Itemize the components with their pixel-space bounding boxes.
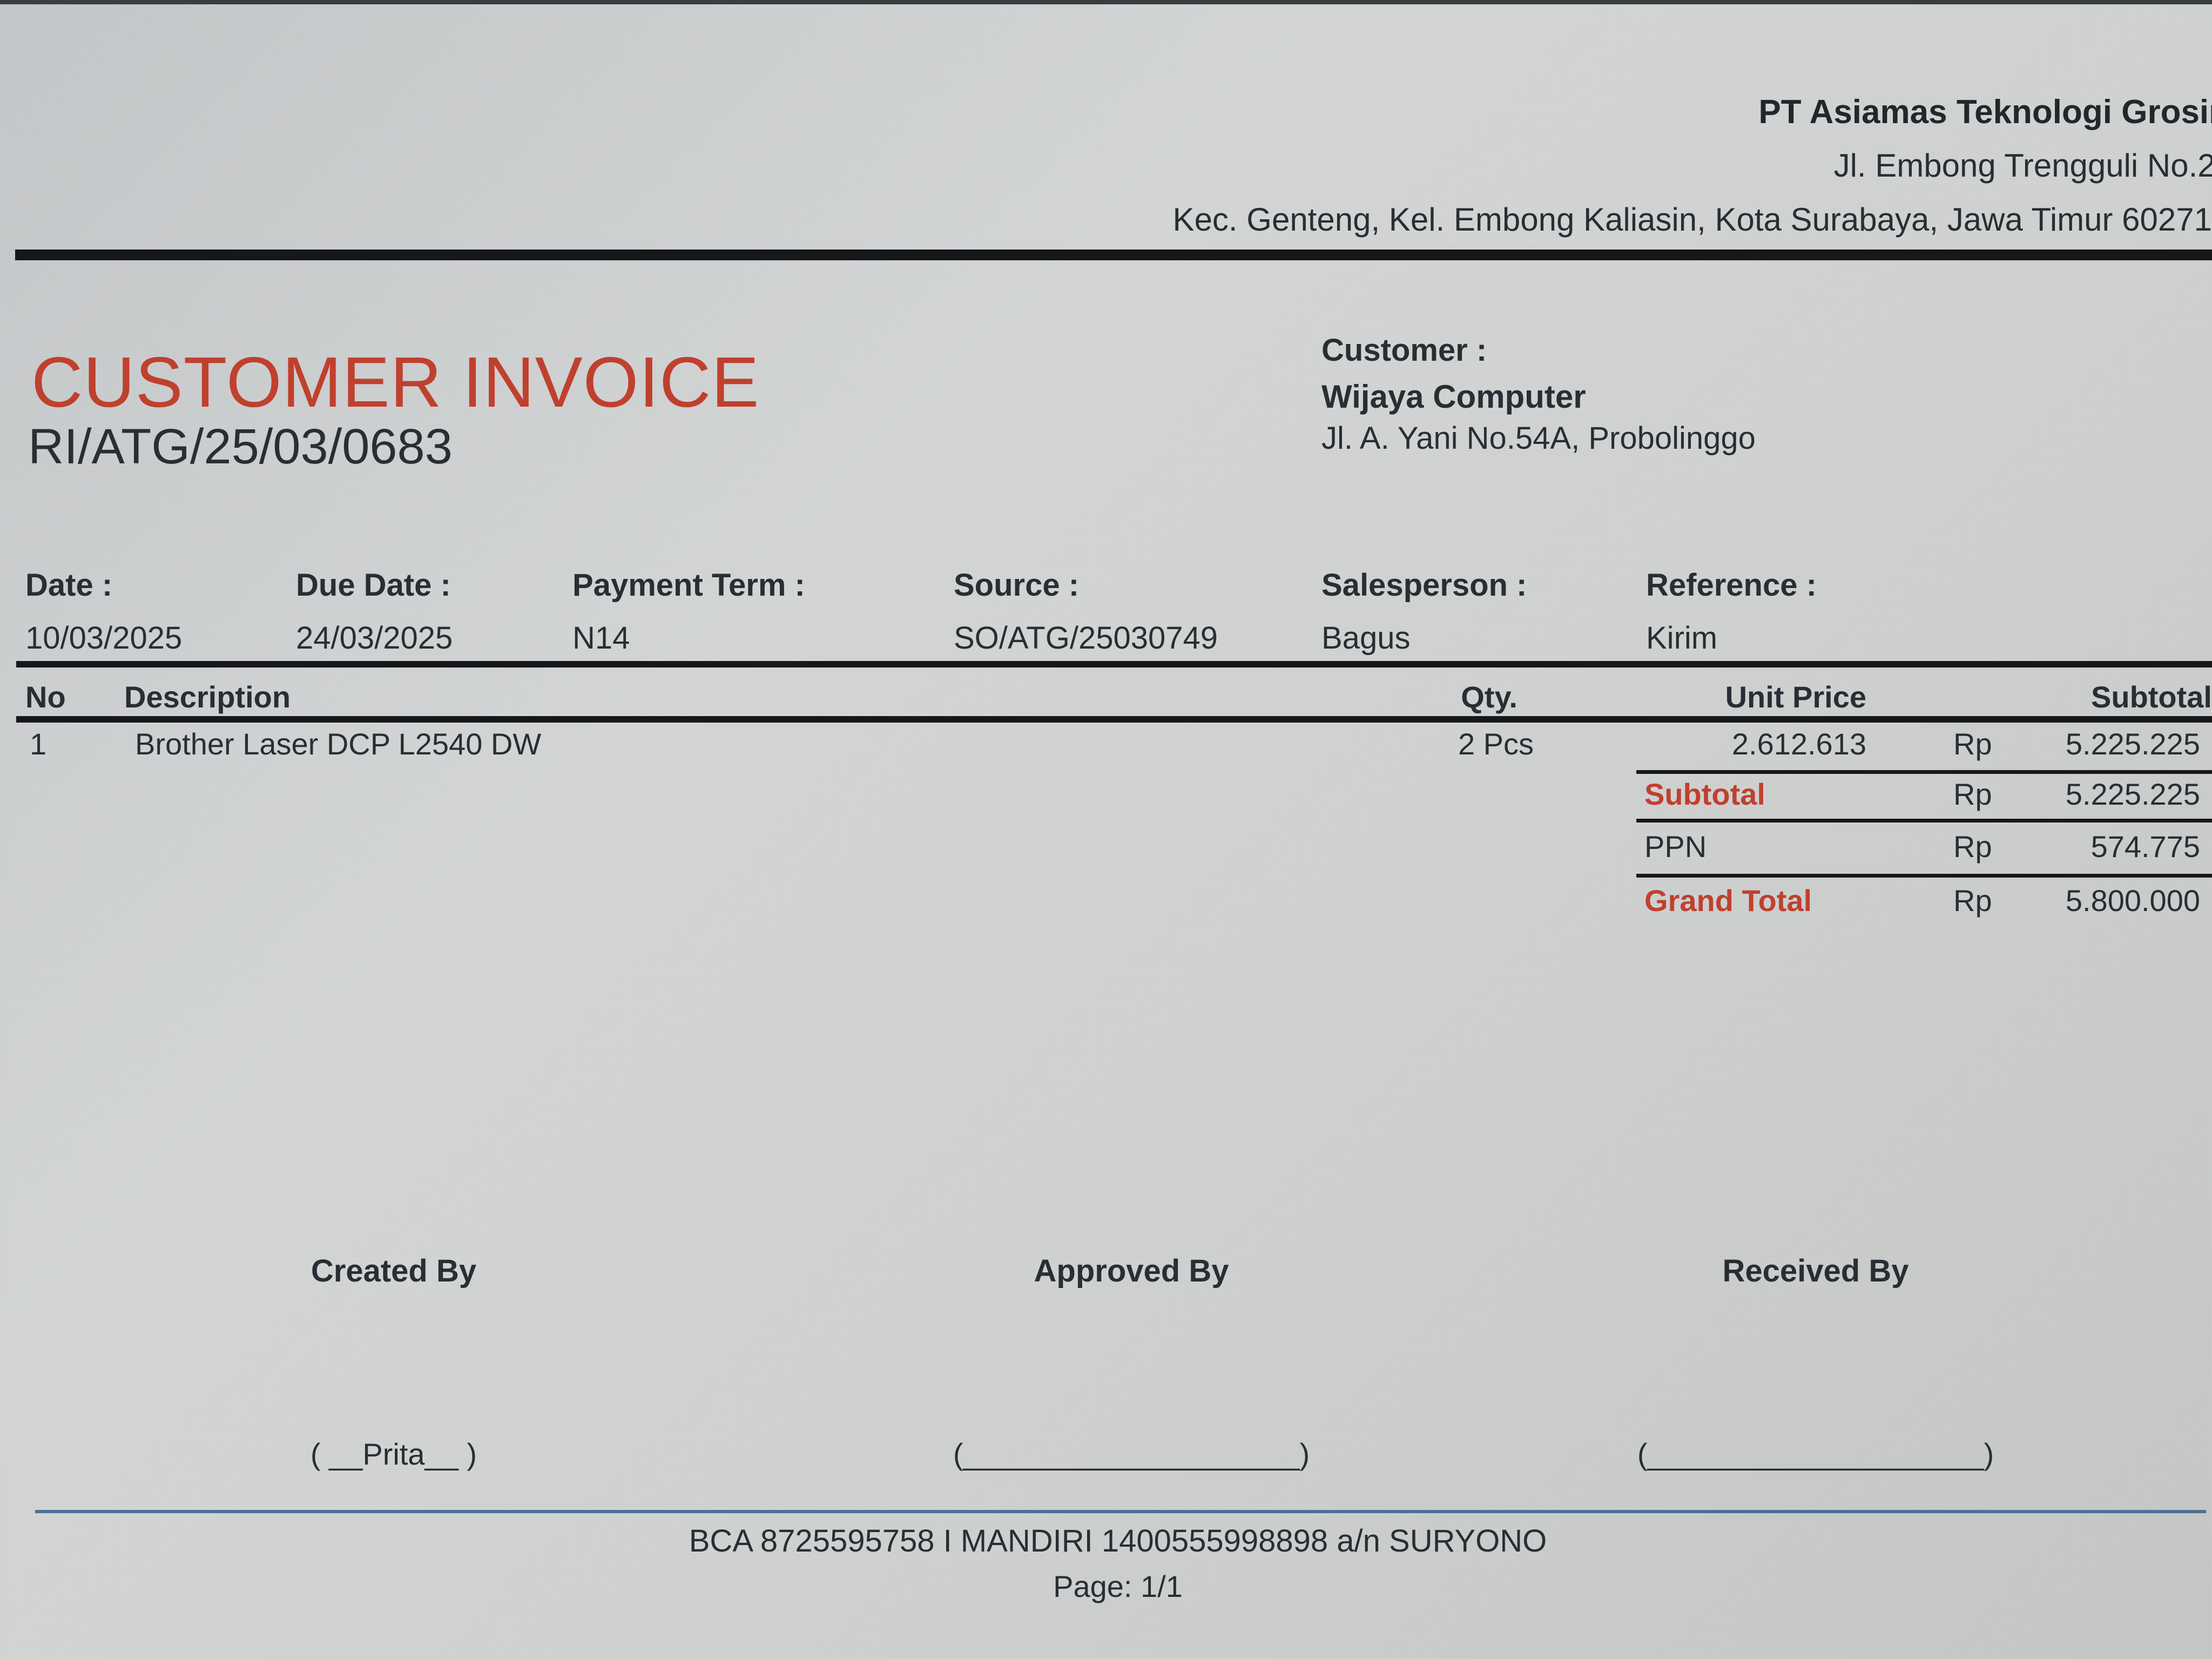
salesperson-label: Salesperson : (1321, 568, 1527, 603)
ppn-currency: Rp (1953, 830, 1992, 864)
row-qty: 2 Pcs (1458, 727, 1534, 761)
header-unit-price: Unit Price (1725, 680, 1866, 714)
approved-by-label: Approved By (1034, 1253, 1229, 1289)
received-by-name: (____________________) (1637, 1437, 1994, 1471)
page-number: Page: 1/1 (1053, 1569, 1183, 1603)
footer-divider (35, 1510, 2206, 1513)
customer-address: Jl. A. Yani No.54A, Probolinggo (1321, 421, 1756, 456)
customer-name: Wijaya Computer (1321, 379, 1586, 415)
row-currency: Rp (1953, 727, 1992, 761)
totals-rule (1636, 770, 2212, 774)
date-value: 10/03/2025 (25, 621, 183, 656)
subtotal-currency: Rp (1953, 777, 1992, 811)
reference-label: Reference : (1646, 568, 1817, 603)
row-unit-price: 2.612.613 (1731, 727, 1866, 761)
received-by-label: Received By (1722, 1253, 1909, 1289)
row-subtotal: 5.225.225 (2065, 727, 2200, 761)
company-address-line1: Jl. Embong Trengguli No.22 (1833, 147, 2212, 184)
created-by-name: ( __Prita__ ) (310, 1437, 477, 1471)
table-header-rule (16, 716, 2212, 723)
header-divider (15, 249, 2212, 260)
grand-total-currency: Rp (1953, 884, 1992, 918)
ppn-label: PPN (1644, 830, 1707, 864)
salesperson-value: Bagus (1321, 621, 1411, 656)
source-label: Source : (954, 568, 1080, 603)
due-date-label: Due Date : (296, 568, 451, 603)
ppn-value: 574.775 (2090, 830, 2200, 864)
approved-by-name: (____________________) (953, 1437, 1310, 1471)
header-qty: Qty. (1461, 680, 1518, 714)
header-no: No (25, 680, 66, 714)
subtotal-value: 5.225.225 (2065, 777, 2200, 811)
screen-edge (0, 0, 2212, 4)
invoice-number: RI/ATG/25/03/0683 (28, 419, 453, 474)
source-value: SO/ATG/25030749 (954, 621, 1218, 656)
subtotal-label: Subtotal (1644, 777, 1765, 811)
due-date-value: 24/03/2025 (296, 621, 453, 656)
grand-total-value: 5.800.000 (2065, 884, 2200, 918)
company-address-line2: Kec. Genteng, Kel. Embong Kaliasin, Kota… (1172, 201, 2212, 238)
payment-term-label: Payment Term : (572, 568, 805, 603)
date-label: Date : (25, 568, 113, 603)
company-name: PT Asiamas Teknologi Grosiria (1758, 93, 2212, 131)
table-top-rule (16, 661, 2212, 667)
reference-value: Kirim (1646, 621, 1718, 656)
header-subtotal: Subtotal (2091, 680, 2212, 714)
created-by-label: Created By (311, 1253, 477, 1289)
row-no: 1 (30, 727, 47, 761)
totals-rule (1636, 874, 2212, 878)
payment-term-value: N14 (572, 621, 630, 656)
customer-label: Customer : (1321, 333, 1487, 368)
header-description: Description (124, 680, 291, 714)
totals-rule (1636, 819, 2212, 822)
document-title: CUSTOMER INVOICE (31, 342, 760, 422)
row-description: Brother Laser DCP L2540 DW (135, 727, 542, 761)
bank-info: BCA 8725595758 I MANDIRI 1400555998898 a… (689, 1523, 1547, 1559)
grand-total-label: Grand Total (1644, 884, 1812, 918)
